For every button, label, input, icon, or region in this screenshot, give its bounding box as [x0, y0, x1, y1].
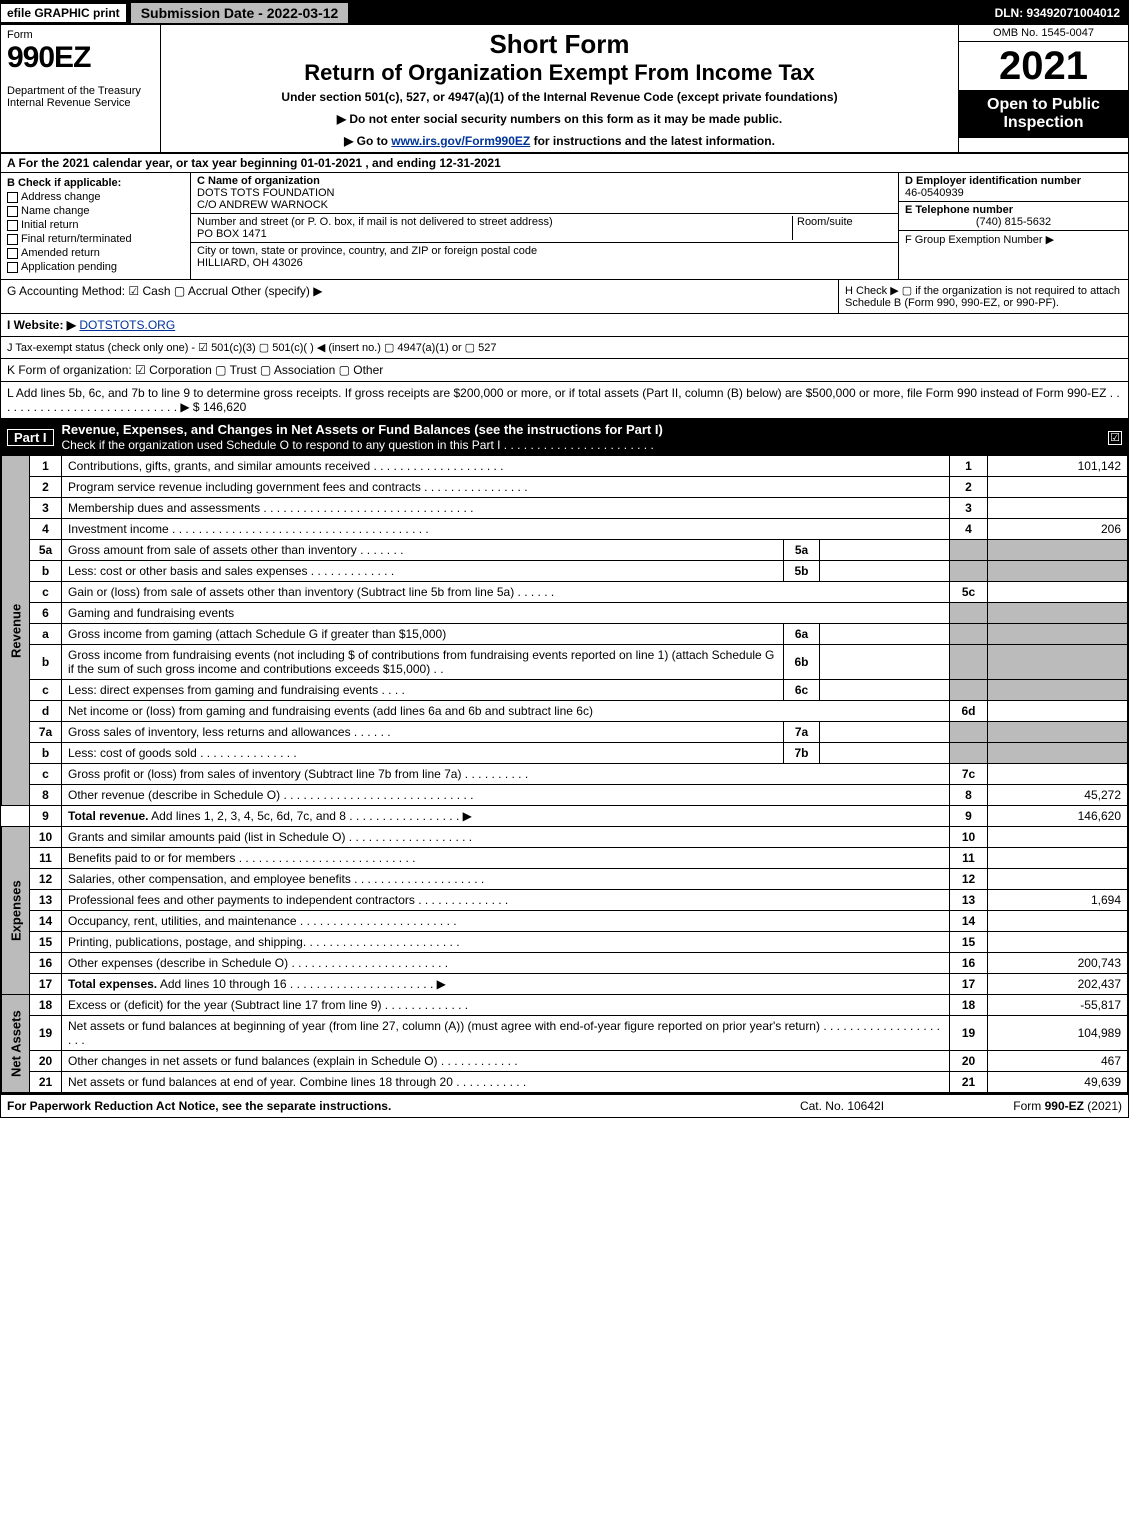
short-form-title: Short Form [169, 29, 950, 60]
line-a: A For the 2021 calendar year, or tax yea… [1, 154, 1128, 173]
addr-label: Number and street (or P. O. box, if mail… [197, 216, 553, 228]
chk-amended-return[interactable]: Amended return [7, 247, 184, 259]
part-1-header: Part I Revenue, Expenses, and Changes in… [1, 419, 1128, 455]
line-21-value: 49,639 [988, 1072, 1128, 1093]
line-k: K Form of organization: ☑ Corporation ▢ … [1, 359, 1128, 381]
part-1-tag: Part I [7, 429, 54, 446]
page-footer: For Paperwork Reduction Act Notice, see … [1, 1093, 1128, 1117]
chk-final-return[interactable]: Final return/terminated [7, 233, 184, 245]
ssn-note: ▶ Do not enter social security numbers o… [169, 112, 950, 126]
ein-label: D Employer identification number [905, 175, 1122, 187]
form-label: Form [7, 29, 154, 41]
part-1-title: Revenue, Expenses, and Changes in Net As… [62, 422, 1108, 452]
line-17-value: 202,437 [988, 974, 1128, 995]
care-of: C/O ANDREW WARNOCK [197, 199, 892, 211]
part-1-table: Revenue 1 Contributions, gifts, grants, … [1, 455, 1128, 1093]
expenses-vlabel: Expenses [2, 827, 30, 995]
irs-link[interactable]: www.irs.gov/Form990EZ [391, 134, 530, 148]
line-13-value: 1,694 [988, 890, 1128, 911]
line-i: I Website: ▶ DOTSTOTS.ORG [1, 314, 838, 336]
header-right: OMB No. 1545-0047 2021 Open to Public In… [958, 25, 1128, 152]
submission-date: Submission Date - 2022-03-12 [130, 2, 350, 24]
line-16-value: 200,743 [988, 953, 1128, 974]
line-j: J Tax-exempt status (check only one) - ☑… [1, 337, 1128, 358]
chk-initial-return[interactable]: Initial return [7, 219, 184, 231]
catalog-number: Cat. No. 10642I [742, 1099, 942, 1113]
line-18-value: -55,817 [988, 995, 1128, 1016]
section-c: C Name of organization DOTS TOTS FOUNDAT… [191, 173, 898, 279]
form-number: 990EZ [7, 41, 154, 75]
section-b-label: B Check if applicable: [7, 177, 184, 189]
open-public-inspection: Open to Public Inspection [959, 90, 1128, 138]
chk-address-change[interactable]: Address change [7, 191, 184, 203]
org-address: PO BOX 1471 [197, 228, 792, 240]
section-ghijkl: G Accounting Method: ☑ Cash ▢ Accrual Ot… [1, 280, 1128, 419]
phone-value: (740) 815-5632 [905, 216, 1122, 228]
form-header: Form 990EZ Department of the Treasury In… [1, 25, 1128, 154]
line-h: H Check ▶ ▢ if the organization is not r… [838, 280, 1128, 313]
website-link[interactable]: DOTSTOTS.ORG [79, 318, 175, 332]
line-8-value: 45,272 [988, 785, 1128, 806]
line-9-value: 146,620 [988, 806, 1128, 827]
dept-label: Department of the Treasury Internal Reve… [7, 85, 154, 109]
omb-number: OMB No. 1545-0047 [959, 25, 1128, 42]
line-g: G Accounting Method: ☑ Cash ▢ Accrual Ot… [1, 280, 838, 313]
irs-link-note: ▶ Go to www.irs.gov/Form990EZ for instru… [169, 134, 950, 148]
line-19-value: 104,989 [988, 1016, 1128, 1051]
header-mid: Short Form Return of Organization Exempt… [161, 25, 958, 152]
city-label: City or town, state or province, country… [197, 245, 892, 257]
line-4-value: 206 [988, 519, 1128, 540]
section-de: D Employer identification number 46-0540… [898, 173, 1128, 279]
top-bar: efile GRAPHIC print Submission Date - 20… [1, 1, 1128, 25]
org-name: DOTS TOTS FOUNDATION [197, 187, 892, 199]
chk-application-pending[interactable]: Application pending [7, 261, 184, 273]
group-exemption-label: F Group Exemption Number ▶ [905, 233, 1122, 246]
line-1-value: 101,142 [988, 456, 1128, 477]
header-left: Form 990EZ Department of the Treasury In… [1, 25, 161, 152]
efile-print-label[interactable]: efile GRAPHIC print [1, 4, 126, 22]
netassets-vlabel: Net Assets [2, 995, 30, 1093]
c-name-label: C Name of organization [197, 175, 892, 187]
revenue-vlabel: Revenue [2, 456, 30, 806]
org-city: HILLIARD, OH 43026 [197, 257, 892, 269]
form-subtitle: Under section 501(c), 527, or 4947(a)(1)… [169, 90, 950, 104]
schedule-o-checkbox[interactable]: ☑ [1108, 430, 1122, 445]
chk-name-change[interactable]: Name change [7, 205, 184, 217]
form-990ez: efile GRAPHIC print Submission Date - 20… [0, 0, 1129, 1118]
line-1-desc: Contributions, gifts, grants, and simila… [62, 456, 950, 477]
section-bcde: B Check if applicable: Address change Na… [1, 173, 1128, 280]
dln-number: DLN: 93492071004012 [987, 4, 1128, 22]
form-id-footer: Form 990-EZ (2021) [942, 1099, 1122, 1113]
room-suite-label: Room/suite [792, 216, 892, 240]
section-b: B Check if applicable: Address change Na… [1, 173, 191, 279]
ein-value: 46-0540939 [905, 187, 1122, 199]
line-20-value: 467 [988, 1051, 1128, 1072]
paperwork-notice: For Paperwork Reduction Act Notice, see … [7, 1099, 742, 1113]
form-title: Return of Organization Exempt From Incom… [169, 60, 950, 86]
line-l: L Add lines 5b, 6c, and 7b to line 9 to … [1, 382, 1128, 418]
tax-year: 2021 [959, 42, 1128, 90]
phone-label: E Telephone number [905, 204, 1122, 216]
